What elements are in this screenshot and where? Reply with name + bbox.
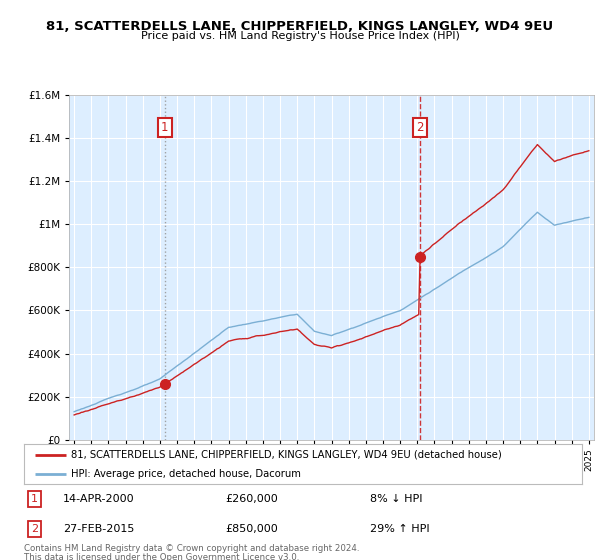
Text: 81, SCATTERDELLS LANE, CHIPPERFIELD, KINGS LANGLEY, WD4 9EU: 81, SCATTERDELLS LANE, CHIPPERFIELD, KIN… <box>46 20 554 33</box>
Text: Price paid vs. HM Land Registry's House Price Index (HPI): Price paid vs. HM Land Registry's House … <box>140 31 460 41</box>
Text: This data is licensed under the Open Government Licence v3.0.: This data is licensed under the Open Gov… <box>24 553 299 560</box>
Text: £850,000: £850,000 <box>225 524 278 534</box>
Text: 1: 1 <box>31 494 38 504</box>
Text: 14-APR-2000: 14-APR-2000 <box>63 494 134 504</box>
Text: £260,000: £260,000 <box>225 494 278 504</box>
Text: 2: 2 <box>416 122 424 134</box>
Text: HPI: Average price, detached house, Dacorum: HPI: Average price, detached house, Daco… <box>71 469 301 479</box>
Text: 1: 1 <box>161 122 169 134</box>
Text: Contains HM Land Registry data © Crown copyright and database right 2024.: Contains HM Land Registry data © Crown c… <box>24 544 359 553</box>
Text: 29% ↑ HPI: 29% ↑ HPI <box>370 524 430 534</box>
Text: 27-FEB-2015: 27-FEB-2015 <box>63 524 134 534</box>
Text: 81, SCATTERDELLS LANE, CHIPPERFIELD, KINGS LANGLEY, WD4 9EU (detached house): 81, SCATTERDELLS LANE, CHIPPERFIELD, KIN… <box>71 450 502 460</box>
Text: 2: 2 <box>31 524 38 534</box>
Text: 8% ↓ HPI: 8% ↓ HPI <box>370 494 422 504</box>
